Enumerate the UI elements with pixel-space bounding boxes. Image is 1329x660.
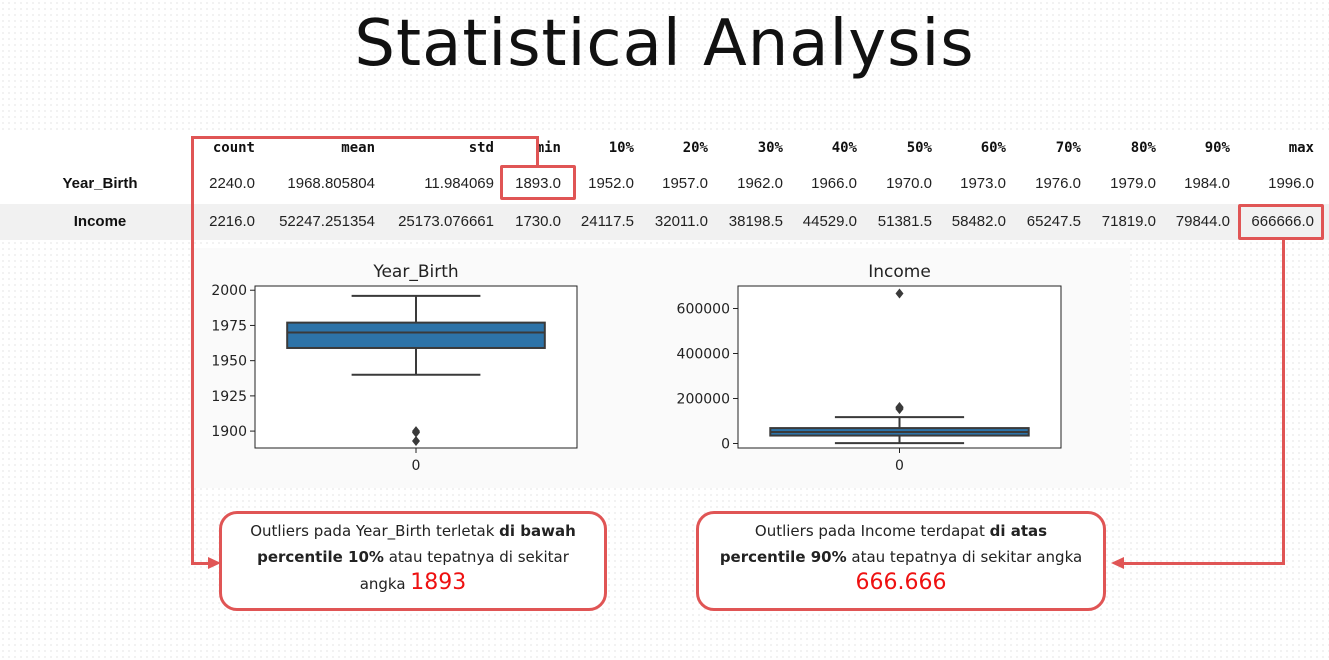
connector-line	[536, 136, 539, 166]
table-cell: 38198.5	[728, 213, 783, 230]
y-tick-label: 1950	[211, 354, 247, 370]
max-highlight-box	[1238, 204, 1324, 240]
row-label: Year_Birth	[62, 175, 138, 192]
column-header: 60%	[980, 140, 1006, 156]
row-label: Income	[73, 213, 127, 230]
table-cell: 1893.0	[515, 175, 561, 192]
callout-text: Outliers pada Year_Birth terletak	[250, 522, 500, 540]
table-cell: 58482.0	[951, 213, 1006, 230]
table-cell: 1984.0	[1184, 175, 1230, 192]
column-header: max	[1288, 140, 1314, 156]
column-header: 80%	[1130, 140, 1156, 156]
table-cell: 11.984069	[424, 175, 494, 192]
table-cell: 25173.076661	[398, 213, 494, 230]
table-cell: 65247.5	[1026, 213, 1081, 230]
column-header: 70%	[1055, 140, 1081, 156]
callout-bold-text: di bawah percentile 10%	[257, 522, 576, 566]
table-cell: 1970.0	[886, 175, 932, 192]
callout-income: Outliers pada Income terdapat di atas pe…	[696, 511, 1106, 611]
column-header: mean	[341, 140, 375, 156]
column-header: 10%	[608, 140, 634, 156]
table-cell: 79844.0	[1175, 213, 1230, 230]
callout-text: atau tepatnya di sekitar angka	[846, 548, 1083, 566]
table-cell: 44529.0	[802, 213, 857, 230]
callout-text: atau tepatnya di sekitar angka	[359, 548, 569, 593]
outlier-point	[895, 402, 904, 413]
column-header: 30%	[757, 140, 783, 156]
y-tick-label: 400000	[677, 347, 730, 363]
column-header: 90%	[1204, 140, 1230, 156]
y-tick-label: 0	[721, 437, 730, 453]
connector-line	[191, 136, 194, 564]
y-tick-label: 2000	[211, 283, 247, 299]
table-cell: 51381.5	[877, 213, 932, 230]
y-tick-label: 1975	[211, 318, 247, 334]
table-cell: 52247.251354	[279, 213, 375, 230]
table-cell: 2216.0	[209, 213, 255, 230]
outlier-point	[412, 426, 420, 437]
table-cell: 1973.0	[960, 175, 1006, 192]
y-tick-label: 1900	[211, 424, 247, 440]
chart-title: Year_Birth	[372, 262, 458, 282]
arrow-head-icon	[208, 557, 221, 569]
arrow-head-icon	[1111, 557, 1124, 569]
table-cell: 1968.805804	[287, 175, 375, 192]
table-row: Income 2216.0 52247.251354 25173.076661 173…	[0, 204, 1329, 240]
column-header: 20%	[682, 140, 708, 156]
connector-line	[191, 562, 213, 565]
outlier-point	[895, 288, 904, 299]
table-cell: 71819.0	[1101, 213, 1156, 230]
table-cell: 666666.0	[1251, 213, 1314, 230]
page-title: Statistical Analysis	[354, 7, 975, 81]
table-cell: 1952.0	[588, 175, 634, 192]
table-cell: 1976.0	[1035, 175, 1081, 192]
min-highlight-box	[500, 165, 576, 200]
table-cell: 1730.0	[515, 213, 561, 230]
connector-line	[191, 136, 539, 139]
table-cell: 24117.5	[580, 213, 634, 230]
callout-year-birth: Outliers pada Year_Birth terletak di baw…	[219, 511, 607, 611]
connector-line	[1282, 240, 1285, 565]
income-boxplot: Income 0 200000 400000 600000 0	[677, 262, 1062, 474]
column-header: min	[535, 140, 561, 156]
x-tick-label: 0	[412, 458, 421, 474]
column-header: 40%	[831, 140, 857, 156]
table-cell: 1962.0	[737, 175, 783, 192]
callout-text: Outliers pada Income terdapat	[754, 522, 990, 540]
table-cell: 1966.0	[811, 175, 857, 192]
year-birth-boxplot: Year_Birth 1900 1925 1950 1975 2000 0	[211, 262, 578, 474]
column-header: 50%	[906, 140, 932, 156]
column-header: std	[468, 140, 494, 156]
table-cell: 2240.0	[209, 175, 255, 192]
box-iqr	[286, 321, 546, 349]
callout-bold-text: di atas percentile 90%	[719, 522, 1048, 566]
column-header: count	[212, 140, 255, 156]
connector-line	[1122, 562, 1285, 565]
table-cell: 1979.0	[1110, 175, 1156, 192]
table-row: Year_Birth 2240.0 1968.805804 11.984069 189…	[0, 166, 1329, 202]
y-tick-label: 1925	[211, 389, 247, 405]
table-cell: 1996.0	[1268, 175, 1314, 192]
y-tick-label: 600000	[677, 302, 730, 318]
callout-highlight-value: 666.666	[855, 570, 947, 595]
table-cell: 1957.0	[662, 175, 708, 192]
callout-highlight-value: 1893	[410, 570, 467, 595]
table-cell: 32011.0	[654, 213, 708, 230]
chart-title: Income	[868, 262, 931, 282]
x-tick-label: 0	[895, 458, 904, 474]
outlier-point	[412, 435, 420, 446]
y-tick-label: 200000	[677, 392, 730, 408]
